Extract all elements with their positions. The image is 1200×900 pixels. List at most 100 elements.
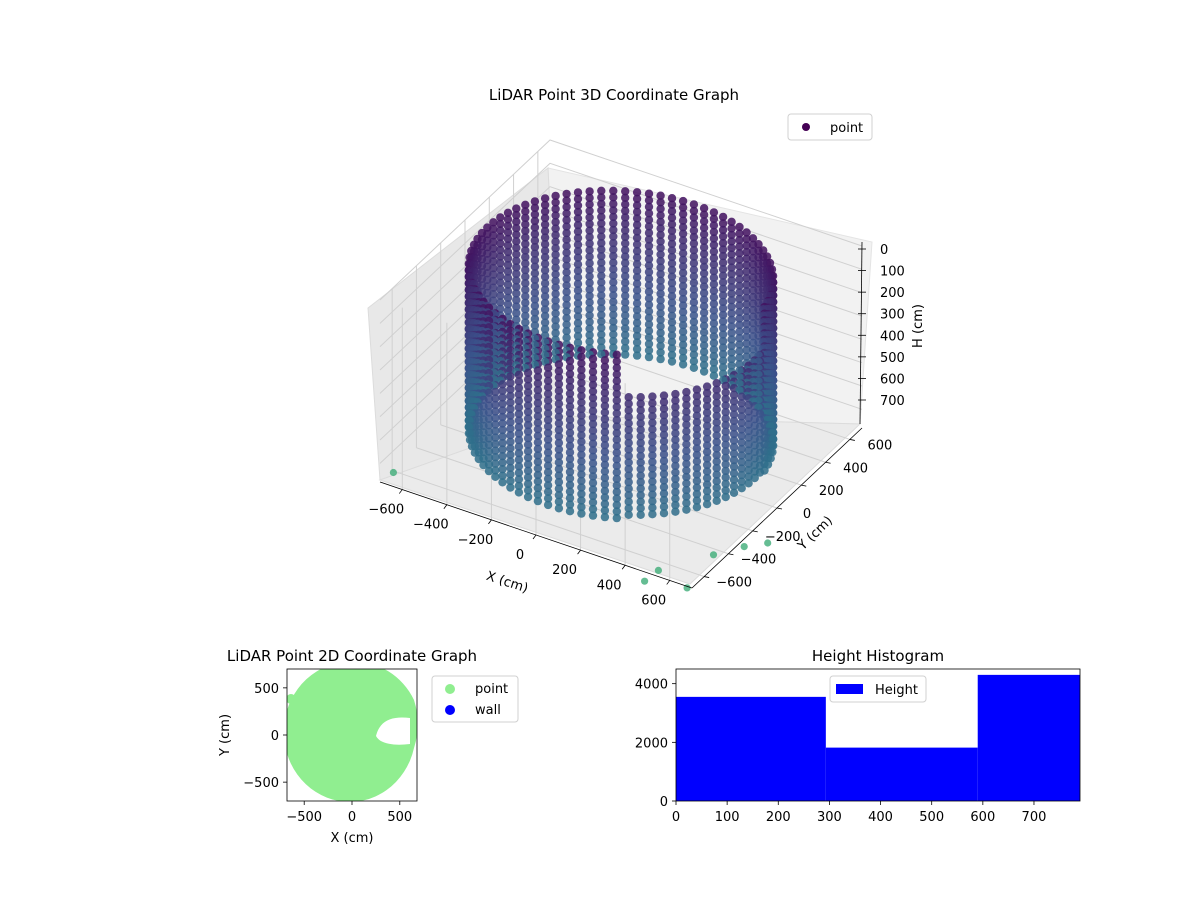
point-3d-1021 xyxy=(709,351,719,361)
point-3d-831 xyxy=(632,331,642,341)
point-3d-605 xyxy=(521,305,530,314)
point-3d-164 xyxy=(699,236,709,246)
point-3d-433 xyxy=(656,283,665,292)
point-3d-1582 xyxy=(612,422,621,431)
point-3d-1238 xyxy=(514,377,524,386)
point-cloud-3d xyxy=(389,186,778,592)
point-3d-347 xyxy=(656,269,665,279)
point-3d-1679 xyxy=(648,438,657,447)
point-3d-1464 xyxy=(498,406,507,415)
point-3d-1971 xyxy=(624,510,633,519)
point-3d-1944 xyxy=(554,497,564,506)
ytick-3d-mark-4 xyxy=(801,484,807,487)
point-3d-1928 xyxy=(682,492,691,501)
point-3d-1914 xyxy=(612,487,621,497)
point-3d-1835 xyxy=(702,467,712,476)
point-3d-1935 xyxy=(612,494,621,503)
point-3d-148 xyxy=(521,233,530,242)
point-3d-560 xyxy=(573,299,583,308)
point-3d-38 xyxy=(699,204,709,213)
point-3d-674 xyxy=(562,313,571,323)
point-3d-1372 xyxy=(600,395,610,404)
point-3d-222 xyxy=(742,247,751,257)
point-3d-1599 xyxy=(636,425,645,434)
point-3d-535 xyxy=(609,297,618,307)
point-3d-1196 xyxy=(577,372,586,381)
point-3d-409 xyxy=(521,279,530,288)
point-3d-892 xyxy=(748,338,758,347)
point-3d-1148 xyxy=(554,366,564,376)
point-3d-611 xyxy=(632,305,642,315)
point-3d-1941 xyxy=(533,496,543,506)
point-3d-1846 xyxy=(692,470,702,479)
point-3d-542 xyxy=(496,298,505,307)
point-3d-814 xyxy=(621,330,630,340)
ztick-3d-label-7: 700 xyxy=(880,394,905,409)
ytick-2d-label-1: 0 xyxy=(271,729,279,744)
point-3d-20 xyxy=(678,196,688,206)
point-3d-26 xyxy=(621,200,630,209)
point-3d-997 xyxy=(621,350,630,359)
point-3d-349 xyxy=(489,270,498,279)
point-3d-1768 xyxy=(600,454,610,463)
point-3d-515 xyxy=(503,293,513,302)
point-3d-113 xyxy=(609,225,618,235)
point-3d-1761 xyxy=(491,453,500,462)
point-3d-1745 xyxy=(514,449,524,458)
point-3d-1642 xyxy=(554,432,564,441)
point-3d-1645 xyxy=(588,433,598,442)
xtick-3d-label-1: −400 xyxy=(413,518,449,533)
point-3d-99 xyxy=(503,221,513,231)
point-3d-206 xyxy=(621,245,630,255)
point-3d-1097 xyxy=(588,361,598,370)
point-3d-304 xyxy=(699,262,709,272)
point-3d-951 xyxy=(632,344,642,354)
point-3d-672 xyxy=(644,313,654,323)
point-3d-1525 xyxy=(702,415,712,424)
point-3d-1395 xyxy=(514,396,524,406)
point-3d-1836 xyxy=(565,467,575,477)
point-3d-69 xyxy=(667,213,677,222)
point-3d-1501 xyxy=(659,411,669,420)
point-3d-1500 xyxy=(729,410,739,419)
point-3d-1906 xyxy=(588,485,598,494)
point-3d-1843 xyxy=(659,469,669,479)
point-3d-96 xyxy=(632,220,642,230)
point-3d-296 xyxy=(742,261,751,270)
ytick-hist-label-1: 2000 xyxy=(635,736,668,751)
ztick-3d-label-1: 100 xyxy=(880,265,905,280)
point-3d-680 xyxy=(699,315,709,324)
point-3d-1816 xyxy=(692,463,702,473)
point-3d-1380 xyxy=(565,395,575,405)
point-3d-1825 xyxy=(588,465,598,475)
point-3d-130 xyxy=(735,229,744,238)
point-3d-484 xyxy=(718,291,728,300)
point-3d-70 xyxy=(521,213,530,223)
point-3d-555 xyxy=(540,298,550,308)
point-3d-1064 xyxy=(689,357,699,366)
point-3d-1333 xyxy=(612,389,621,399)
point-3d-1706 xyxy=(467,442,477,451)
point-3d-1945 xyxy=(624,497,633,506)
point-3d-668 xyxy=(709,312,719,322)
point-3d-228 xyxy=(530,249,540,258)
point-3d-1412 xyxy=(554,399,564,408)
point-3d-47 xyxy=(667,207,677,216)
point-3d-391 xyxy=(489,276,498,286)
point-3d-162 xyxy=(530,236,540,245)
xtick-3d-mark-5 xyxy=(621,565,626,570)
point-3d-34 xyxy=(644,202,654,211)
point-3d-840 xyxy=(644,333,654,342)
point-3d-845 xyxy=(678,334,688,343)
outlier-3d-6 xyxy=(641,577,649,585)
point-3d-1666 xyxy=(612,435,621,444)
point-3d-1314 xyxy=(523,388,533,397)
point-3d-683 xyxy=(656,315,665,325)
point-3d-675 xyxy=(735,314,744,323)
point-3d-1407 xyxy=(712,398,721,407)
point-3d-5 xyxy=(573,188,583,197)
point-3d-295 xyxy=(503,260,513,270)
point-3d-261 xyxy=(562,255,571,264)
point-3d-172 xyxy=(597,238,606,248)
